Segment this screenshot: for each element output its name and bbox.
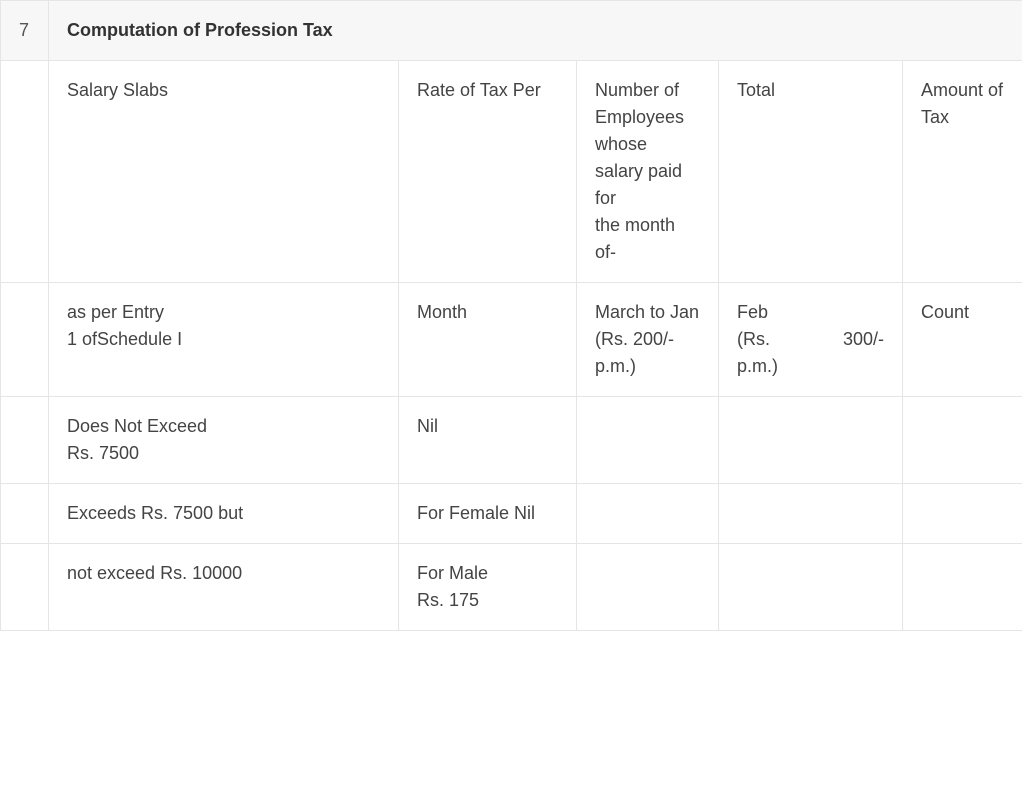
sub-amount: Count — [903, 283, 1022, 397]
sub-slab: as per Entry1 ofSchedule I — [49, 283, 399, 397]
section-header-row: 7 Computation of Profession Tax — [1, 1, 1022, 61]
row-amount — [903, 397, 1022, 484]
col-header-employees: Number of Employees whose salary paid fo… — [577, 61, 719, 283]
feb-label-1: Feb — [737, 299, 884, 326]
col-header-slab: Salary Slabs — [49, 61, 399, 283]
empty-cell — [1, 283, 49, 397]
col-header-total: Total — [719, 61, 903, 283]
empty-cell — [1, 397, 49, 484]
empty-cell — [1, 484, 49, 544]
table-row: Exceeds Rs. 7500 but For Female Nil — [1, 484, 1022, 544]
row-amount — [903, 544, 1022, 631]
sub-rate: Month — [399, 283, 577, 397]
row-total — [719, 484, 903, 544]
row-employees — [577, 397, 719, 484]
section-number: 7 — [1, 1, 49, 61]
row-rate: Nil — [399, 397, 577, 484]
row-amount — [903, 484, 1022, 544]
profession-tax-table: 7 Computation of Profession Tax Salary S… — [0, 0, 1022, 631]
table-row: not exceed Rs. 10000 For MaleRs. 175 — [1, 544, 1022, 631]
row-slab: Exceeds Rs. 7500 but — [49, 484, 399, 544]
empty-cell — [1, 61, 49, 283]
sub-employees: March to Jan(Rs. 200/- p.m.) — [577, 283, 719, 397]
row-employees — [577, 544, 719, 631]
col-header-amount: Amount ofTax — [903, 61, 1022, 283]
row-total — [719, 397, 903, 484]
table-row: Does Not ExceedRs. 7500 Nil — [1, 397, 1022, 484]
column-header-row: Salary Slabs Rate of Tax Per Number of E… — [1, 61, 1022, 283]
row-slab: not exceed Rs. 10000 — [49, 544, 399, 631]
row-employees — [577, 484, 719, 544]
col-header-rate: Rate of Tax Per — [399, 61, 577, 283]
row-total — [719, 544, 903, 631]
row-rate: For MaleRs. 175 — [399, 544, 577, 631]
empty-cell — [1, 544, 49, 631]
row-rate: For Female Nil — [399, 484, 577, 544]
feb-label-3: p.m.) — [737, 353, 884, 380]
section-title: Computation of Profession Tax — [49, 1, 1022, 61]
feb-label-2-left: (Rs. — [737, 326, 770, 353]
sub-total: Feb (Rs. 300/- p.m.) — [719, 283, 903, 397]
row-slab: Does Not ExceedRs. 7500 — [49, 397, 399, 484]
feb-label-2-right: 300/- — [843, 326, 884, 353]
sub-header-row: as per Entry1 ofSchedule I Month March t… — [1, 283, 1022, 397]
